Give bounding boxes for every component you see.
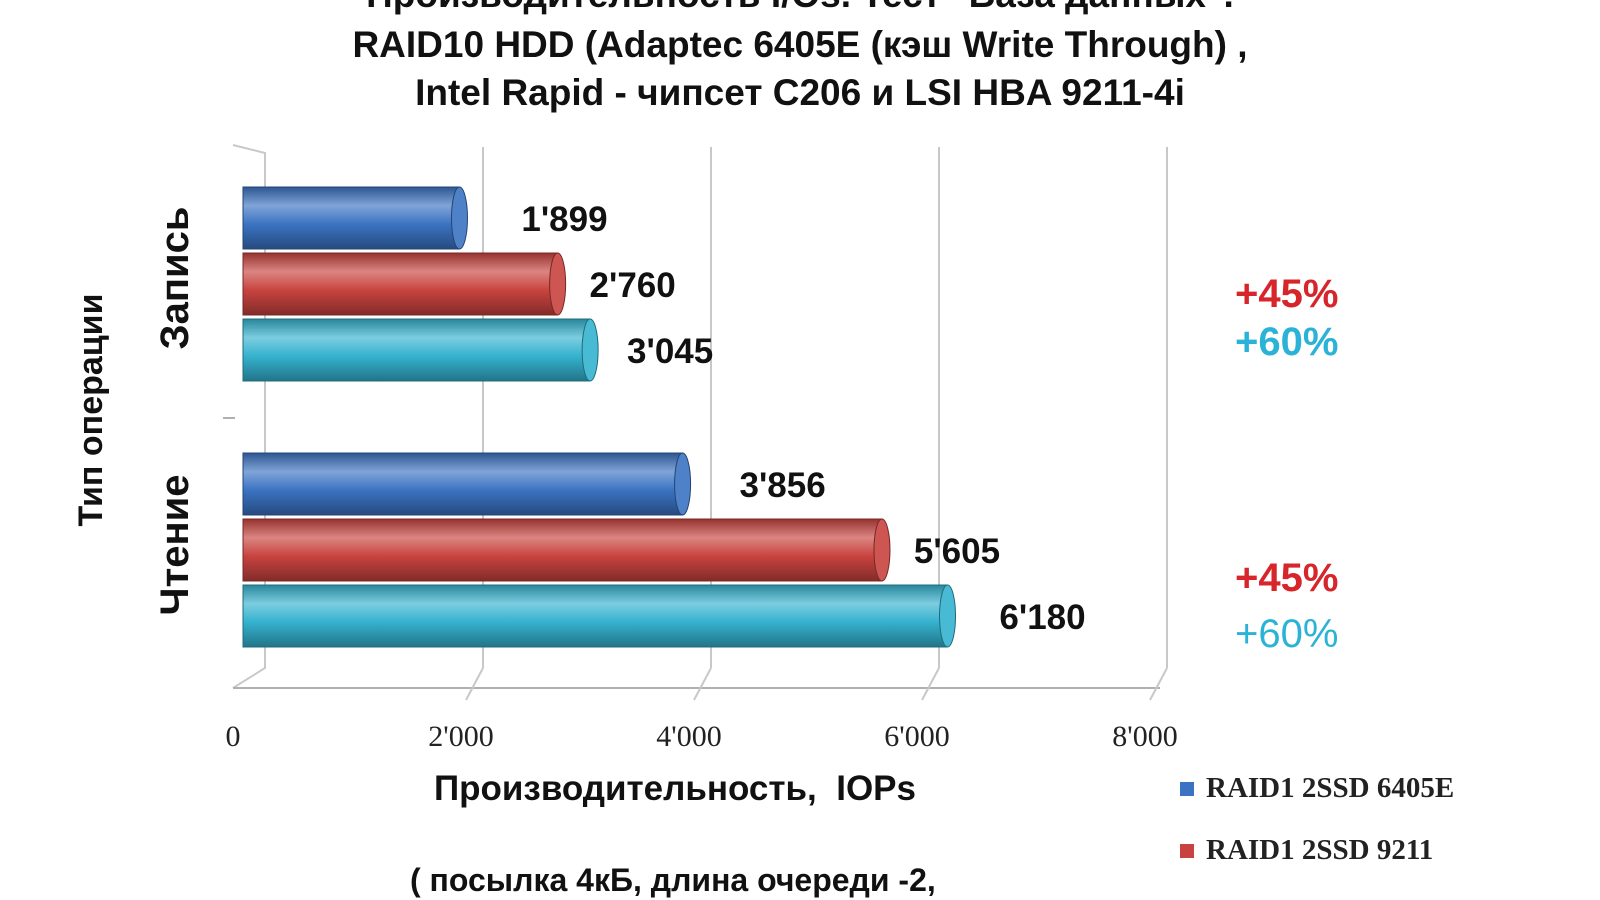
legend-label-9211: RAID1 2SSD 9211: [1206, 834, 1434, 866]
annotation-read-45: +45%: [1235, 556, 1339, 600]
bar-read-2: [242, 584, 949, 648]
bar-write-0: [242, 186, 460, 250]
bar-cap-read-0: [674, 452, 692, 516]
data-label-read-2: 6'180: [999, 598, 1085, 637]
legend-swatch-9211: [1180, 843, 1194, 858]
bar-cap-read-2: [939, 584, 957, 648]
data-label-write-1: 2'760: [590, 266, 676, 305]
bar-cap-write-1: [549, 252, 567, 316]
bar-cap-write-0: [450, 186, 468, 250]
x-tick-label-2: 4'000: [656, 720, 721, 753]
bar-write-1: [242, 252, 559, 316]
back-wall-edge: [232, 144, 266, 689]
annotation-read-60: +60%: [1235, 612, 1339, 656]
bar-cap-read-1: [873, 518, 891, 582]
x-axis-title: Производительность, IOPs: [434, 769, 916, 808]
chart-title-line-2: RAID10 HDD (Adaptec 6405E (кэш Write Thr…: [352, 24, 1248, 65]
chart-title-line-1: Производительность I/Os. Тест "База данн…: [0, 0, 1600, 18]
gridline-depth-4: [1149, 667, 1168, 701]
category-label-read: Чтение: [153, 475, 197, 616]
gridline-depth-3: [921, 667, 940, 701]
y-axis-title: Тип операции: [72, 294, 110, 527]
legend-item-6405e: RAID1 2SSD 6405E: [1180, 772, 1454, 805]
legend-label-6405e: RAID1 2SSD 6405E: [1206, 772, 1455, 804]
bar-write-2: [242, 318, 591, 382]
bar-read-0: [242, 452, 684, 516]
bar-read-1: [242, 518, 883, 582]
x-tick-label-0: 0: [226, 720, 241, 753]
x-tick-label-3: 6'000: [884, 720, 949, 753]
bars-layer: [242, 186, 957, 648]
data-label-read-0: 3'856: [739, 466, 825, 505]
data-label-read-1: 5'605: [914, 532, 1000, 571]
data-label-write-2: 3'045: [627, 332, 713, 371]
data-label-write-0: 1'899: [521, 200, 607, 239]
bar-cap-write-2: [581, 318, 599, 382]
legend-swatch-6405e: [1180, 781, 1194, 796]
x-tick-label-1: 2'000: [428, 720, 493, 753]
category-label-write: Запись: [153, 207, 197, 350]
annotation-write-45: +45%: [1235, 272, 1339, 316]
chart-title-line-3: Intel Rapid - чипсет C206 и LSI HBA 9211…: [415, 72, 1185, 113]
legend-item-9211: RAID1 2SSD 9211: [1180, 834, 1433, 867]
footnote: ( посылка 4кБ, длина очереди -2,: [410, 862, 936, 898]
x-tick-label-4: 8'000: [1112, 720, 1177, 753]
labels-layer: 0 2'000 4'000 6'000 8'000 1'899 2'760 3'045 3'85…: [72, 200, 1178, 808]
gridline-depth-1: [465, 667, 484, 701]
annotation-write-60: +60%: [1235, 320, 1339, 364]
gridline-depth-2: [693, 667, 712, 701]
